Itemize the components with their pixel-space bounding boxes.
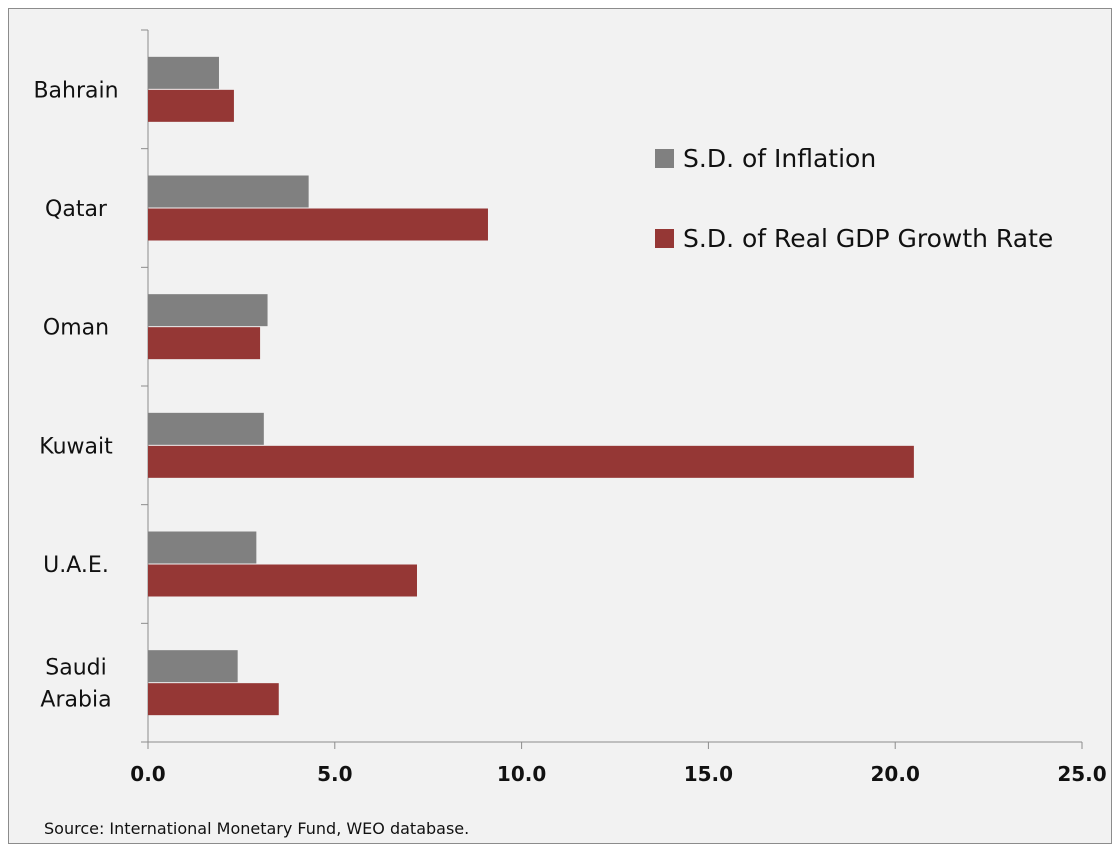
inflation-bar-bahrain [148,56,219,89]
category-label: Qatar [45,197,108,222]
inflation-bar-oman [148,294,268,327]
category-label: Oman [43,316,109,341]
inflation-bar-u-a-e- [148,531,257,564]
x-tick-label: 10.0 [497,762,546,786]
legend-label: S.D. of Inflation [683,144,876,173]
inflation-bar-qatar [148,175,309,208]
inflation-bar-kuwait [148,412,264,445]
gdp-growth-bar-saudi-arabia [148,683,279,716]
x-tick-label: 5.0 [317,762,352,786]
legend-label: S.D. of Real GDP Growth Rate [683,224,1053,253]
legend-swatch [655,229,674,248]
category-label: Kuwait [39,434,113,459]
gdp-growth-bar-oman [148,327,261,360]
x-tick-label: 20.0 [871,762,920,786]
gdp-growth-bar-bahrain [148,89,234,122]
gdp-growth-bar-qatar [148,208,488,241]
category-label: Bahrain [33,78,118,103]
x-tick-label: 25.0 [1057,762,1106,786]
x-tick-label: 0.0 [130,762,165,786]
legend-swatch [655,149,674,168]
x-tick-label: 15.0 [684,762,733,786]
category-label: Arabia [40,688,111,713]
source-note: Source: International Monetary Fund, WEO… [44,819,470,838]
gdp-growth-bar-u-a-e- [148,564,417,597]
category-label: Saudi [45,656,106,681]
category-label: U.A.E. [43,553,109,578]
gdp-growth-bar-kuwait [148,445,914,478]
inflation-bar-saudi-arabia [148,650,238,683]
